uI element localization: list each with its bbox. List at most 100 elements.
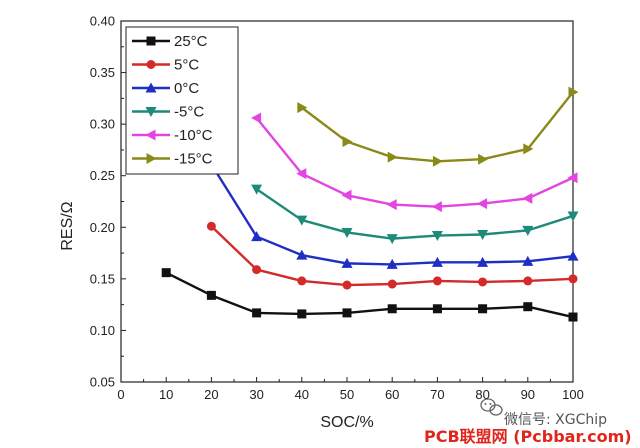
series-line <box>165 271 574 319</box>
data-point <box>206 290 216 300</box>
y-axis-title: RES/Ω <box>59 201 76 250</box>
data-point <box>296 215 308 226</box>
data-point <box>431 201 442 213</box>
data-point <box>161 268 171 278</box>
y-tick-label: 0.25 <box>90 168 115 183</box>
data-point <box>251 112 262 124</box>
legend-item: -10°C <box>132 127 213 144</box>
data-point <box>477 198 488 210</box>
legend-label: 0°C <box>174 80 199 97</box>
data-point <box>522 225 534 236</box>
x-tick-label: 90 <box>521 387 535 402</box>
data-point <box>251 184 263 195</box>
y-tick-label: 0.40 <box>90 14 115 29</box>
y-tick-label: 0.15 <box>90 271 115 286</box>
legend: 25°C 5°C 0°C -5°C -10°C -15°C <box>125 26 239 175</box>
legend-label: -15°C <box>174 151 213 168</box>
data-point <box>297 102 308 114</box>
data-point <box>251 231 263 242</box>
series-5 <box>297 86 579 167</box>
y-tick-label: 0.05 <box>90 375 115 390</box>
x-tick-label: 0 <box>117 387 124 402</box>
data-point <box>478 153 489 165</box>
data-point <box>568 86 579 98</box>
legend-item: 25°C <box>132 33 208 50</box>
x-tick-label: 80 <box>475 387 489 402</box>
data-point <box>387 304 397 314</box>
data-point <box>477 256 489 267</box>
data-point <box>386 258 398 269</box>
watermark-site: PCB联盟网 (Pcbbar.com) <box>424 427 632 446</box>
data-point <box>478 304 488 314</box>
y-tick-label: 0.30 <box>90 117 115 132</box>
x-tick-label: 100 <box>562 387 584 402</box>
legend-item: 0°C <box>132 80 199 97</box>
series-3 <box>251 184 579 245</box>
watermark-account: 微信号: XGChip <box>504 412 607 428</box>
series-line <box>210 163 574 266</box>
data-point <box>523 276 533 286</box>
series-0 <box>161 268 578 322</box>
data-point <box>523 143 534 155</box>
y-tick-label: 0.10 <box>90 323 115 338</box>
data-point <box>252 265 262 275</box>
series-4 <box>251 112 578 213</box>
data-point <box>387 279 397 289</box>
y-tick-label: 0.20 <box>90 220 115 235</box>
y-tick-label: 0.35 <box>90 65 115 80</box>
data-point <box>568 274 578 284</box>
legend-item: 5°C <box>132 57 199 74</box>
x-tick-label: 50 <box>340 387 354 402</box>
x-axis-ticks: 0 10 20 30 40 50 60 70 80 90 100 <box>117 377 584 402</box>
data-point <box>431 256 443 267</box>
series-line <box>255 188 574 240</box>
data-point <box>341 257 353 268</box>
wechat-icon <box>480 398 503 416</box>
x-axis-title: SOC/% <box>320 414 373 431</box>
series-layer <box>161 86 579 322</box>
legend-label: 25°C <box>174 33 208 50</box>
data-point <box>297 309 307 319</box>
data-point <box>341 227 353 238</box>
data-point <box>297 276 307 286</box>
legend-marker <box>146 60 156 69</box>
data-point <box>523 302 533 312</box>
legend-box <box>125 26 239 175</box>
series-line <box>255 117 574 208</box>
data-point <box>432 276 442 286</box>
legend-marker <box>145 129 156 141</box>
data-point <box>432 304 442 314</box>
data-point <box>567 250 579 261</box>
data-point <box>387 151 398 163</box>
x-tick-label: 70 <box>430 387 444 402</box>
legend-marker <box>146 36 156 46</box>
legend-label: -10°C <box>174 127 213 144</box>
data-point <box>342 308 352 318</box>
data-point <box>567 172 578 184</box>
series-line <box>301 91 574 163</box>
legend-marker <box>145 82 157 93</box>
y-axis-ticks: 0.05 0.10 0.15 0.20 0.25 0.30 0.35 0.40 <box>90 14 126 390</box>
data-point <box>206 221 216 231</box>
legend-marker <box>146 153 157 164</box>
legend-item: -5°C <box>132 104 204 121</box>
data-point <box>386 234 398 245</box>
data-point <box>431 231 443 242</box>
data-point <box>296 168 307 180</box>
data-point <box>432 155 443 167</box>
data-point <box>342 280 352 290</box>
data-point <box>296 249 308 260</box>
x-tick-label: 10 <box>159 387 173 402</box>
legend-label: 5°C <box>174 57 199 74</box>
data-point <box>477 230 489 241</box>
data-point <box>568 312 578 322</box>
data-point <box>522 192 533 204</box>
x-tick-label: 30 <box>249 387 263 402</box>
series-2 <box>205 158 579 269</box>
watermark: 微信号: XGChip PCB联盟网 (Pcbbar.com) <box>424 398 632 446</box>
data-point <box>341 189 352 201</box>
x-tick-label: 40 <box>295 387 309 402</box>
legend-marker <box>145 107 157 117</box>
data-point <box>342 136 353 148</box>
